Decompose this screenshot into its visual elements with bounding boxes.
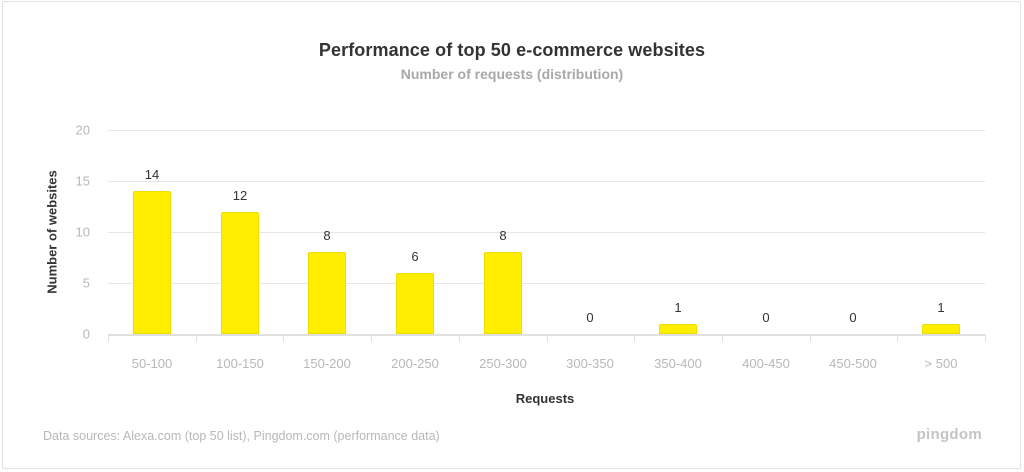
x-tick-mark — [634, 335, 635, 342]
x-tick-mark — [722, 335, 723, 342]
x-tick-mark — [371, 335, 372, 342]
x-axis-line — [108, 334, 985, 336]
x-tick-mark — [459, 335, 460, 342]
x-tick-mark — [547, 335, 548, 342]
bar[interactable] — [484, 252, 522, 334]
x-tick-label: 200-250 — [391, 356, 439, 371]
gridline-15 — [108, 181, 985, 182]
bar-value-label: 8 — [499, 228, 507, 243]
x-tick-label: 250-300 — [479, 356, 527, 371]
x-tick-label: 100-150 — [216, 356, 264, 371]
gridline-5 — [108, 283, 985, 284]
x-tick-label: 300-350 — [566, 356, 614, 371]
y-tick-label: 5 — [82, 275, 90, 291]
bar-value-label: 1 — [937, 300, 945, 315]
x-tick-label: 400-450 — [742, 356, 790, 371]
x-tick-label: 150-200 — [303, 356, 351, 371]
bar-value-label: 12 — [232, 188, 248, 203]
x-tick-mark — [283, 335, 284, 342]
x-axis-label: Requests — [515, 391, 575, 406]
x-tick-label: > 500 — [924, 356, 958, 371]
bar-value-label: 14 — [144, 167, 160, 182]
x-tick-label: 50-100 — [131, 356, 173, 371]
pingdom-logo: pingdom — [916, 426, 982, 443]
bar[interactable] — [308, 252, 346, 334]
bar-value-label: 1 — [674, 300, 682, 315]
bar-value-label: 0 — [762, 310, 770, 325]
y-tick-label: 20 — [75, 122, 90, 138]
chart-subtitle: Number of requests (distribution) — [400, 66, 624, 82]
x-tick-label: 350-400 — [654, 356, 702, 371]
y-tick-label: 15 — [75, 173, 90, 189]
x-tick-label: 450-500 — [829, 356, 877, 371]
y-tick-label: 10 — [75, 224, 90, 240]
bar[interactable] — [133, 191, 171, 334]
gridline-10 — [108, 232, 985, 233]
data-source-note: Data sources: Alexa.com (top 50 list), P… — [43, 429, 440, 443]
x-tick-mark — [985, 335, 986, 342]
gridline-20 — [108, 130, 985, 131]
x-tick-mark — [897, 335, 898, 342]
bar-value-label: 6 — [411, 249, 419, 264]
bar[interactable] — [221, 212, 259, 334]
bar[interactable] — [659, 324, 697, 334]
bar-value-label: 0 — [849, 310, 857, 325]
x-tick-mark — [196, 335, 197, 342]
bar-value-label: 8 — [323, 228, 331, 243]
x-tick-mark — [108, 335, 109, 342]
y-tick-label: 0 — [82, 326, 90, 342]
bar[interactable] — [922, 324, 960, 334]
x-tick-mark — [810, 335, 811, 342]
bar[interactable] — [396, 273, 434, 334]
chart-title: Performance of top 50 e-commerce website… — [318, 40, 706, 60]
bar-value-label: 0 — [586, 310, 594, 325]
